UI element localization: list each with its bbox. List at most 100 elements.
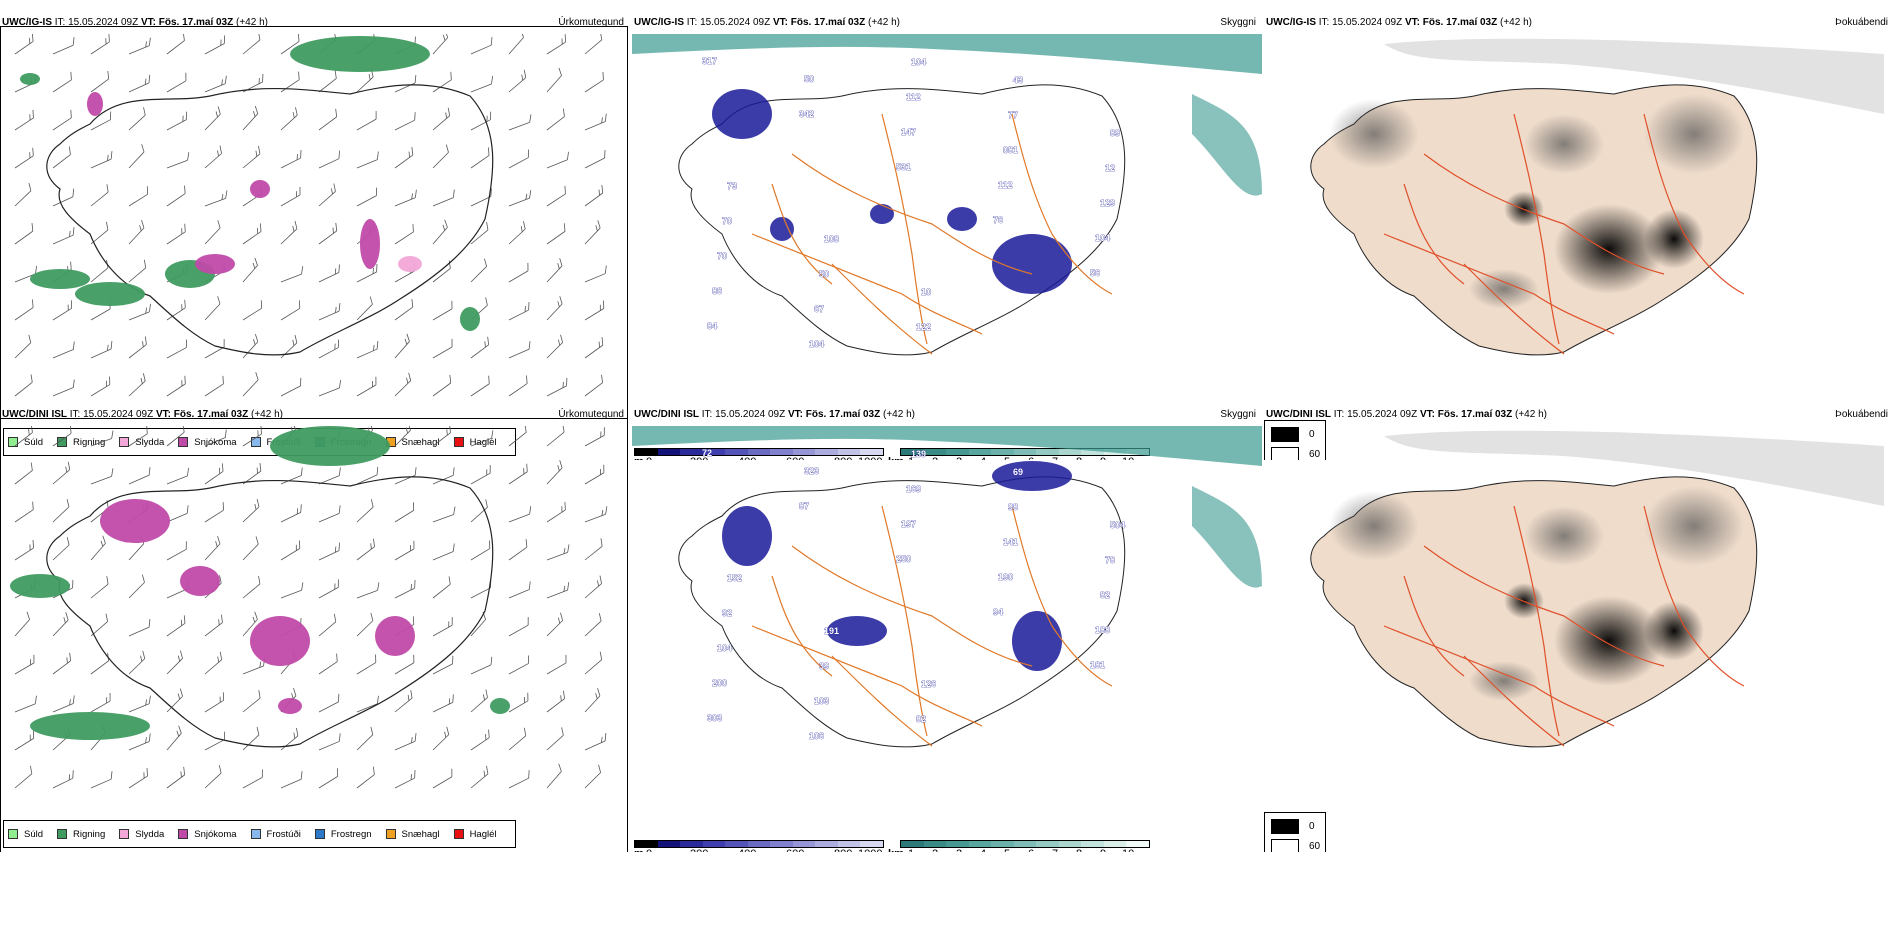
- wind-barb-icon: [242, 536, 259, 561]
- wind-barb-icon: [14, 730, 35, 751]
- road-network: [1383, 113, 1745, 355]
- model-name: UWC/IG-IS: [634, 17, 684, 28]
- wind-barb-icon: [470, 75, 494, 93]
- wind-barb-icon: [166, 111, 188, 131]
- wind-barb-icon: [546, 690, 565, 713]
- fog-swatch-dark: [1271, 819, 1299, 834]
- wind-barb-icon: [356, 695, 379, 713]
- legend-swatch-freezing-drizzle: [250, 829, 261, 839]
- colorbar-step: [657, 449, 681, 455]
- wind-barb-icon: [14, 334, 32, 359]
- colorbar-step: [747, 841, 771, 847]
- precip-map[interactable]: [0, 426, 630, 834]
- legend-item: Rigning: [57, 829, 105, 840]
- wind-barbs: [14, 34, 607, 397]
- cloud-base-label: 89: [1110, 128, 1120, 138]
- wind-barb-icon: [52, 498, 70, 523]
- wind-barb-icon: [394, 540, 415, 561]
- wind-barb-icon: [52, 695, 75, 713]
- tick: 3: [956, 456, 962, 460]
- wind-barb-icon: [204, 765, 222, 789]
- wind-barb-icon: [14, 501, 34, 523]
- wind-barb-icon: [166, 152, 190, 169]
- road: [1011, 505, 1113, 687]
- wind-barb-icon: [90, 340, 113, 359]
- wind-barb-icon: [318, 339, 339, 359]
- wind-barb-icon: [128, 107, 146, 131]
- wind-barb-icon: [128, 574, 145, 599]
- tick: 4: [980, 456, 986, 460]
- tick: 1000: [858, 456, 882, 460]
- wind-barb-icon: [546, 377, 568, 397]
- wind-barb-icon: [166, 541, 187, 561]
- wind-barb-icon: [14, 611, 30, 637]
- cloud-base-label: 200: [712, 678, 727, 688]
- vis-blobs: [632, 426, 1262, 671]
- tick: 10: [1122, 848, 1134, 852]
- colorbar-step: [1081, 841, 1104, 847]
- road: [1423, 545, 1665, 667]
- visibility-scales: m 0 200 400 600 800 1000 km 1 2 3 4 5 6 …: [632, 448, 1262, 460]
- wind-barb-icon: [432, 260, 451, 283]
- cloud-base-label: 86: [712, 286, 722, 296]
- wind-barb-icon: [14, 695, 37, 713]
- colorbar-step: [657, 841, 681, 847]
- cloud-base-label: 181: [1090, 660, 1105, 670]
- legend-item: Frostúði: [250, 829, 301, 840]
- wind-barb-icon: [356, 726, 374, 751]
- model-name: UWC/IG-IS: [2, 17, 52, 28]
- cloud-base-label: 39: [819, 661, 829, 671]
- wind-barb-icon: [584, 464, 605, 485]
- colorbar-step: [968, 449, 992, 455]
- wind-barb-icon: [52, 426, 72, 447]
- colorbar-step: [680, 841, 703, 847]
- cloud-base-label: 197: [901, 519, 916, 529]
- wind-barb-icon: [128, 650, 146, 675]
- fog-map[interactable]: [1264, 426, 1894, 834]
- wind-barb-icon: [584, 113, 607, 131]
- iceland-land: [678, 476, 1126, 748]
- wind-barb-icon: [128, 767, 148, 789]
- cloud-base-label: 76: [993, 215, 1003, 225]
- colorbar-step: [1058, 449, 1082, 455]
- wind-barb-icon: [470, 689, 488, 713]
- visibility-map[interactable]: 7287250941813033231971901882001061691418…: [632, 426, 1262, 834]
- precip-blobs: [20, 36, 480, 331]
- cloud-base-label: 77: [1008, 110, 1018, 120]
- precip-area: [180, 566, 220, 596]
- wind-barb-icon: [432, 576, 451, 599]
- precip-area: [360, 219, 380, 269]
- road: [1643, 505, 1745, 687]
- cloud-base-label: 139: [911, 449, 926, 459]
- cloud-base-label: 104: [1095, 233, 1110, 243]
- wind-barb-icon: [356, 296, 373, 321]
- lead-time: (+42 h): [236, 17, 268, 28]
- wind-barb-icon: [432, 300, 453, 321]
- wind-barb-icon: [356, 341, 379, 359]
- wind-barb-icon: [546, 223, 566, 245]
- fog-map[interactable]: [1264, 34, 1894, 442]
- low-cloud-area: [947, 207, 977, 231]
- wind-barb-icon: [166, 426, 185, 447]
- colorbar-step: [968, 841, 992, 847]
- fog-shading: [1329, 94, 1744, 309]
- precip-map[interactable]: [0, 34, 630, 442]
- wind-barb-icon: [356, 111, 377, 131]
- road: [1011, 113, 1113, 295]
- low-cloud-area: [722, 506, 772, 566]
- precip-area: [75, 282, 145, 306]
- wind-barb-icon: [52, 300, 73, 321]
- wind-barb-icon: [546, 460, 563, 485]
- precip-area: [375, 616, 415, 656]
- wind-barb-icon: [318, 222, 338, 245]
- colorbar-step: [680, 449, 703, 455]
- road: [1513, 113, 1560, 345]
- cloud-base-label: 112: [906, 92, 921, 102]
- wind-barb-icon: [90, 535, 106, 561]
- wind-barb-icon: [508, 426, 527, 447]
- panel-header: UWC/IG-IS IT: 15.05.2024 09Z VT: Fös. 17…: [0, 12, 630, 34]
- wind-barb-icon: [14, 374, 33, 397]
- wind-barb-icon: [52, 612, 69, 637]
- cloud-base-label: 169: [906, 484, 921, 494]
- visibility-map[interactable]: 317 342 531 76 56 84 50 147 112 104 86 104 112 081 129…: [632, 34, 1262, 442]
